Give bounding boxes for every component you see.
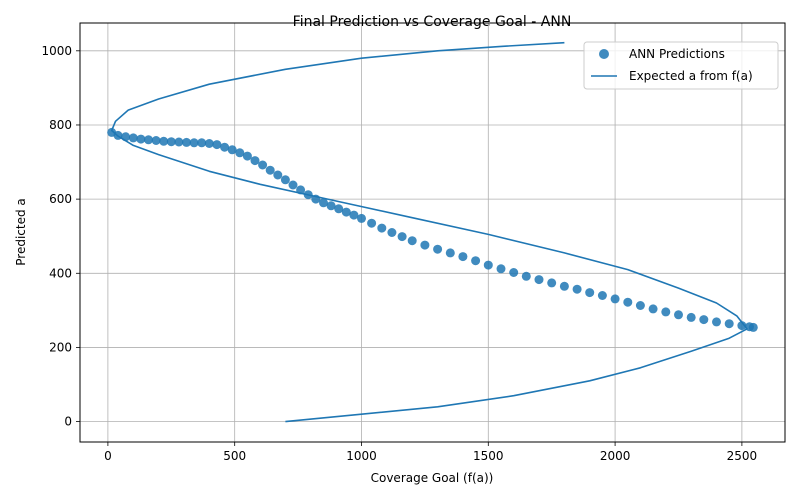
prediction-point: [674, 310, 683, 320]
expected-line: [110, 41, 748, 423]
prediction-point: [326, 201, 336, 211]
prediction-point: [204, 139, 214, 148]
prediction-point: [397, 232, 407, 242]
prediction-point: [357, 213, 366, 223]
prediction-point: [509, 268, 519, 277]
prediction-point: [128, 133, 138, 143]
prediction-point: [748, 322, 758, 332]
x-tick-label: 2500: [727, 449, 758, 463]
prediction-point: [280, 175, 290, 185]
prediction-point: [144, 135, 153, 145]
prediction-point: [559, 281, 569, 291]
prediction-point: [273, 170, 283, 180]
prediction-point: [387, 228, 397, 237]
prediction-point: [250, 156, 260, 166]
y-tick-label: 600: [49, 192, 72, 206]
prediction-point: [349, 210, 359, 220]
x-tick-label: 1000: [346, 449, 377, 463]
x-tick-label: 2000: [600, 449, 631, 463]
grid: [80, 23, 785, 442]
prediction-point: [227, 145, 237, 155]
prediction-point: [433, 244, 443, 254]
legend-label-predictions: ANN Predictions: [629, 47, 725, 61]
prediction-point: [334, 204, 344, 214]
prediction-point: [547, 278, 557, 288]
legend-label-expected: Expected a from f(a): [629, 69, 753, 83]
prediction-point: [610, 294, 620, 304]
prediction-point: [189, 138, 199, 148]
prediction-point: [296, 185, 306, 195]
prediction-point: [182, 137, 191, 147]
prediction-point: [471, 256, 481, 266]
prediction-point: [623, 297, 633, 307]
y-axis-title: Predicted a: [14, 198, 28, 266]
prediction-point: [220, 142, 230, 152]
y-tick-label: 200: [49, 340, 72, 354]
chart-title: Final Prediction vs Coverage Goal - ANN: [293, 14, 572, 30]
prediction-point: [420, 240, 430, 250]
prediction-point: [635, 301, 645, 310]
prediction-point: [407, 236, 417, 246]
prediction-point: [288, 180, 298, 190]
prediction-point: [235, 148, 245, 158]
prediction-point: [121, 132, 131, 142]
x-tick-label: 1500: [473, 449, 504, 463]
x-tick-label: 500: [223, 449, 246, 463]
prediction-point: [197, 138, 207, 148]
prediction-point: [136, 134, 146, 144]
prediction-point: [724, 319, 734, 329]
prediction-point: [212, 140, 222, 150]
prediction-point: [534, 275, 544, 285]
prediction-point: [113, 130, 123, 140]
prediction-point: [303, 190, 313, 200]
y-tick-label: 400: [49, 266, 72, 280]
prediction-point: [737, 321, 747, 331]
y-tick-label: 800: [49, 118, 72, 132]
prediction-point: [319, 198, 328, 208]
prediction-point: [166, 137, 176, 147]
prediction-point: [699, 315, 709, 325]
legend-box: [583, 41, 779, 90]
y-axis: 0 200 400 600 800 1000: [41, 44, 80, 429]
prediction-points: [107, 127, 758, 332]
prediction-point: [242, 151, 252, 161]
expected-line-path: [110, 41, 748, 423]
prediction-point: [445, 248, 455, 258]
prediction-point: [377, 223, 387, 233]
x-tick-label: 0: [104, 449, 112, 463]
prediction-point: [151, 136, 161, 145]
prediction-point: [712, 317, 721, 327]
prediction-point: [174, 137, 184, 147]
prediction-point: [585, 288, 595, 298]
y-tick-label: 0: [64, 415, 72, 429]
prediction-point: [265, 165, 275, 175]
prediction-point: [458, 252, 468, 262]
prediction-point: [521, 271, 531, 281]
x-axis: 0 500 1000 1500 2000 2500: [104, 442, 757, 463]
prediction-point: [496, 264, 506, 274]
plot-frame: [79, 22, 786, 443]
prediction-point: [311, 194, 321, 204]
prediction-point: [648, 304, 658, 314]
prediction-point: [572, 284, 582, 294]
prediction-point: [483, 260, 493, 270]
legend-marker-predictions: [599, 49, 609, 59]
prediction-point: [686, 312, 696, 322]
prediction-point: [159, 136, 169, 146]
x-axis-title: Coverage Goal (f(a)): [371, 471, 494, 485]
y-tick-label: 1000: [41, 44, 72, 58]
prediction-point: [367, 218, 377, 228]
prediction-point: [661, 307, 671, 317]
prediction-point: [341, 207, 351, 217]
legend: ANN Predictions Expected a from f(a): [583, 41, 779, 90]
prediction-point: [597, 291, 607, 300]
prediction-point: [258, 160, 268, 170]
